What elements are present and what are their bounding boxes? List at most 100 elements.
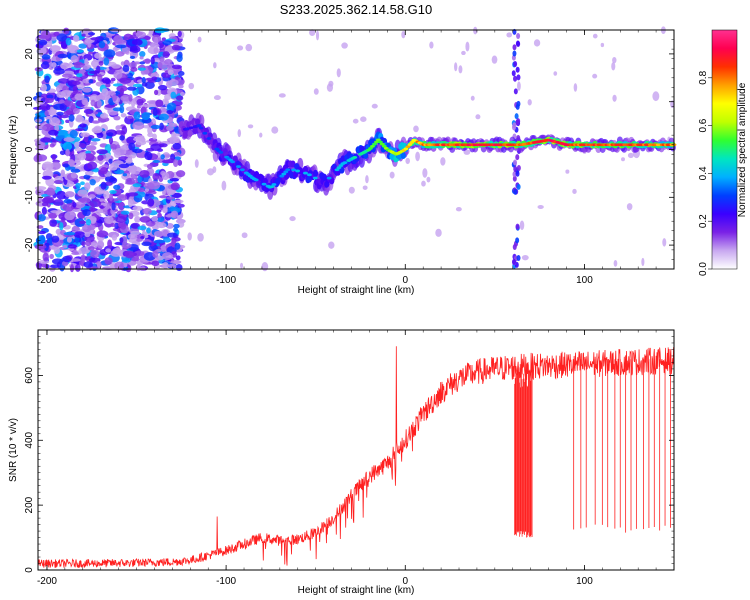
noise-blob: [104, 215, 114, 224]
noise-blob: [84, 58, 89, 66]
x-tick-label: -200: [37, 275, 57, 286]
noise-blob: [37, 230, 46, 235]
noise-blob: [91, 126, 103, 134]
noise-blob: [51, 235, 60, 243]
ridge-core: [370, 144, 375, 148]
ridge-body: [359, 145, 365, 153]
noise-blob: [175, 264, 183, 271]
x-tick-label: 0: [402, 275, 408, 286]
noise-blob: [147, 132, 154, 138]
noise-blob: [103, 57, 110, 66]
ridge-core: [202, 131, 208, 135]
noise-blob: [81, 241, 86, 247]
disturbance-blob: [516, 32, 521, 39]
noise-blob: [41, 54, 51, 60]
noise-blob: [99, 205, 104, 209]
noise-blob: [85, 145, 97, 151]
noise-blob: [46, 104, 51, 110]
noise-blob: [37, 214, 46, 222]
noise-blob: [115, 39, 127, 44]
noise-blob: [101, 130, 107, 140]
ridge-core: [303, 171, 308, 175]
noise-blob: [147, 126, 153, 135]
noise-blob: [119, 135, 125, 141]
noise-blob: [107, 239, 113, 249]
noise-blob: [309, 29, 316, 36]
noise-blob: [197, 233, 204, 242]
noise-blob: [49, 45, 61, 52]
disturbance-blob: [515, 40, 520, 47]
noise-blob: [121, 259, 131, 263]
noise-blob: [78, 247, 90, 255]
noise-blob: [111, 202, 116, 211]
noise-blob: [128, 61, 137, 69]
ridge-core: [261, 182, 267, 186]
noise-blob: [51, 258, 64, 265]
noise-blob: [72, 107, 80, 115]
noise-blob: [120, 61, 125, 66]
noise-blob: [415, 151, 420, 162]
noise-blob: [162, 237, 172, 243]
noise-blob: [177, 159, 183, 166]
ridge-core: [336, 166, 342, 170]
noise-blob: [166, 102, 177, 111]
noise-blob: [473, 26, 478, 35]
noise-blob: [111, 63, 121, 69]
noise-blob: [401, 31, 406, 39]
noise-blob: [80, 132, 90, 138]
noise-blob: [153, 89, 159, 96]
spectrogram-noise-layer: [32, 26, 675, 273]
ridge-core: [334, 168, 340, 172]
noise-blob: [87, 246, 95, 251]
disturbance-blob: [512, 171, 517, 178]
disturbance-blob: [515, 237, 520, 244]
noise-blob: [96, 208, 104, 213]
noise-blob: [435, 228, 442, 237]
noise-blob: [128, 142, 136, 151]
disturbance-blob: [512, 50, 517, 57]
noise-blob: [115, 51, 125, 57]
noise-blob: [173, 223, 180, 229]
noise-blob: [153, 36, 159, 46]
noise-blob: [85, 239, 92, 247]
chart-title: S233.2025.362.14.58.G10: [280, 2, 433, 17]
noise-blob: [60, 89, 72, 97]
noise-blob: [130, 66, 138, 72]
noise-blob: [113, 70, 123, 79]
noise-blob: [206, 168, 214, 176]
noise-blob: [96, 99, 102, 108]
disturbance-blob: [512, 175, 517, 182]
noise-blob: [119, 237, 124, 243]
noise-blob: [90, 99, 96, 107]
ridge-core: [379, 142, 385, 146]
noise-blob: [119, 77, 132, 84]
noise-blob: [83, 174, 91, 180]
noise-blob: [173, 159, 179, 167]
noise-blob: [40, 30, 51, 40]
noise-blob: [131, 257, 140, 262]
noise-blob: [98, 40, 106, 49]
noise-blob: [146, 227, 151, 234]
noise-blob: [157, 60, 170, 70]
noise-blob: [152, 133, 157, 140]
noise-blob: [38, 196, 43, 203]
noise-blob: [213, 62, 217, 69]
noise-blob: [170, 259, 182, 265]
noise-blob: [426, 176, 431, 183]
noise-blob: [49, 253, 54, 260]
noise-blob: [461, 50, 466, 56]
ridge-core: [381, 144, 387, 148]
noise-blob: [127, 86, 137, 91]
noise-blob: [652, 91, 660, 102]
noise-blob: [159, 122, 164, 131]
noise-blob: [105, 248, 112, 253]
noise-blob: [315, 30, 320, 41]
disturbance-blob: [516, 183, 521, 190]
noise-blob: [85, 218, 92, 226]
noise-blob: [102, 96, 109, 101]
noise-blob: [61, 261, 69, 266]
noise-blob: [237, 129, 242, 138]
noise-blob: [51, 62, 57, 68]
spectrogram-ridge-layer: [178, 112, 677, 200]
ridge-body: [400, 151, 406, 159]
